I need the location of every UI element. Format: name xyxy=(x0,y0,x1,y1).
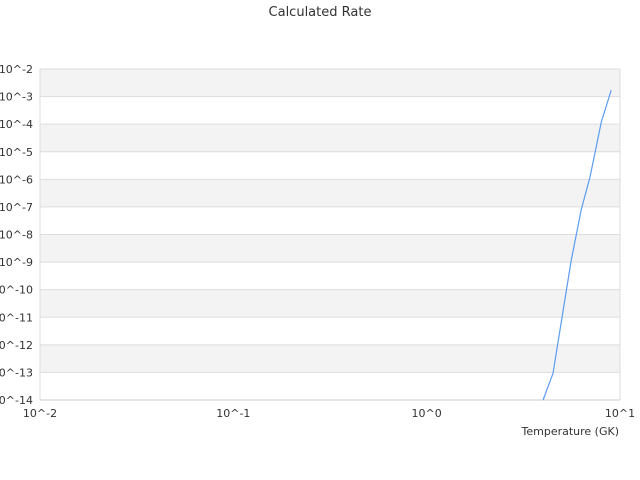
y-tick-label: 10^-10 xyxy=(0,284,33,297)
x-tick-label: 10^1 xyxy=(605,407,635,420)
plot-band xyxy=(40,179,620,207)
y-tick-label: 10^-5 xyxy=(0,146,33,159)
plot-band xyxy=(40,344,620,373)
plot-band xyxy=(40,151,620,180)
y-tick-label: 10^-2 xyxy=(0,63,33,76)
x-tick-label: 10^-1 xyxy=(216,407,250,420)
y-tick-label: 10^-14 xyxy=(0,394,33,407)
plot-bands xyxy=(40,69,620,400)
plot-band xyxy=(40,234,620,263)
y-tick-label: 10^-11 xyxy=(0,311,33,324)
y-axis-ticks: 10^-2 10^-3 10^-4 10^-5 10^-6 10^-7 10^-8 10^-9… xyxy=(0,63,33,407)
grid-lines xyxy=(39,68,621,401)
plot-band xyxy=(40,289,620,318)
y-tick-label: 10^-3 xyxy=(0,91,33,104)
series-layer xyxy=(542,90,612,401)
series-line xyxy=(542,90,612,401)
y-tick-label: 10^-12 xyxy=(0,339,33,352)
plot-band xyxy=(40,96,620,125)
plot-band xyxy=(40,317,620,345)
x-tick-label: 10^0 xyxy=(412,407,442,420)
plot-band xyxy=(40,372,620,400)
y-tick-label: 10^-9 xyxy=(0,256,33,269)
y-tick-label: 10^-7 xyxy=(0,201,33,214)
y-tick-label: 10^-6 xyxy=(0,173,33,186)
x-axis-label: Temperature (GK) xyxy=(521,425,620,438)
plot-band xyxy=(40,262,620,290)
plot-band xyxy=(40,124,620,152)
plot-band xyxy=(40,206,620,235)
y-tick-label: 10^-8 xyxy=(0,229,33,242)
plot-band xyxy=(40,69,620,97)
x-axis-ticks: 10^-2 10^-1 10^0 10^1 xyxy=(23,407,635,420)
x-tick-label: 10^-2 xyxy=(23,407,57,420)
y-tick-label: 10^-4 xyxy=(0,118,33,131)
y-tick-label: 10^-13 xyxy=(0,366,33,379)
chart-title: Calculated Rate xyxy=(269,5,372,20)
